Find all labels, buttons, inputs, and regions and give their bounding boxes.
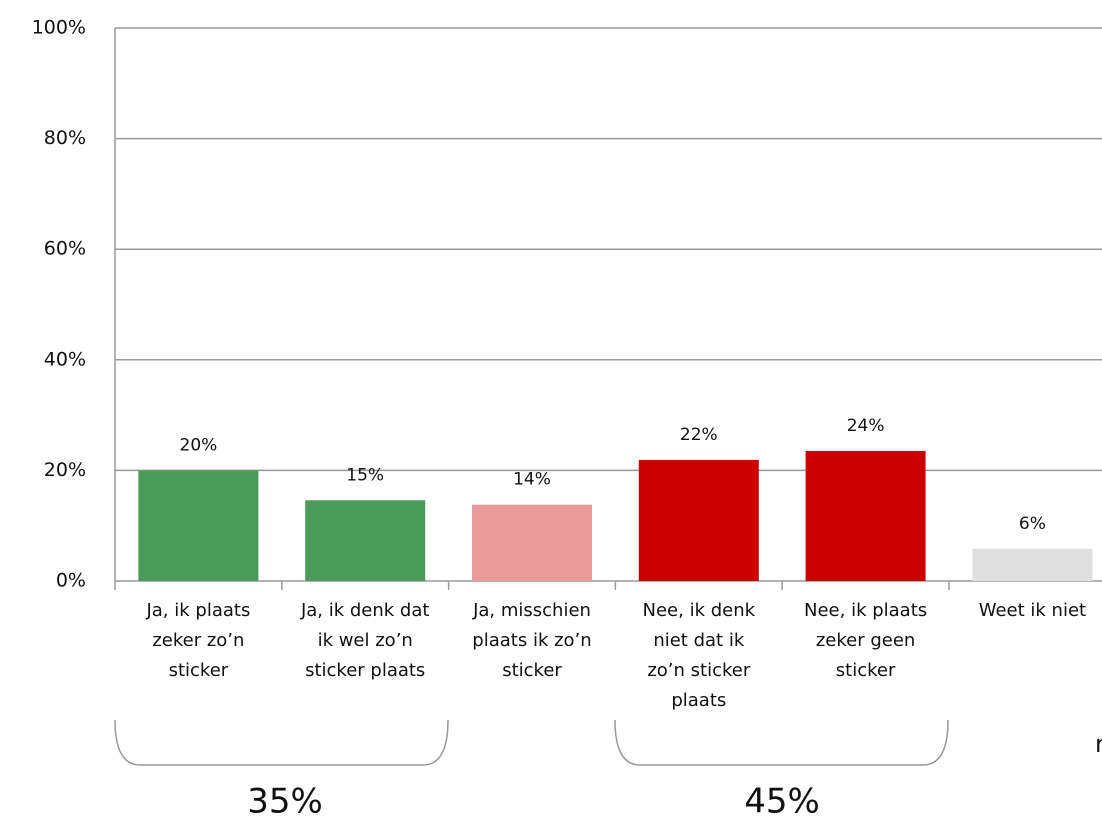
cut-text: r (1095, 730, 1102, 758)
bar (805, 451, 926, 581)
x-tick-label: sticker (169, 660, 229, 681)
data-label: 24% (847, 416, 885, 436)
y-tick-label: 80% (44, 127, 86, 149)
bracket (614, 719, 949, 766)
y-tick-label: 100% (32, 17, 86, 39)
y-tick-label: 0% (56, 570, 86, 592)
x-tick-label: ik wel zo’n (318, 630, 413, 651)
x-tick-label: plaats (671, 690, 726, 711)
x-tick-label: Ja, ik denk dat (300, 600, 430, 621)
bracket (114, 719, 449, 766)
x-tick-label: Nee, ik plaats (804, 600, 927, 621)
group-total: 45% (744, 782, 820, 822)
bar (138, 470, 259, 581)
x-tick-label: Ja, ik plaats (145, 600, 250, 621)
x-tick-label: zo’n sticker (647, 660, 751, 681)
bar (472, 504, 592, 581)
data-label: 6% (1019, 514, 1046, 534)
data-label: 15% (346, 465, 384, 485)
x-tick-label: niet dat ik (653, 630, 744, 651)
y-tick-label: 60% (44, 238, 86, 260)
x-tick-label: plaats ik zo’n (472, 630, 591, 651)
x-tick-label: sticker (836, 660, 896, 681)
bar (305, 500, 426, 581)
group-total: 35% (247, 782, 323, 822)
x-tick-label: sticker plaats (305, 660, 425, 681)
y-tick-label: 20% (44, 459, 86, 481)
x-tick-label: sticker (502, 660, 562, 681)
x-tick-label: zeker zo’n (152, 630, 244, 651)
x-tick-label: zeker geen (816, 630, 915, 651)
x-tick-label: Ja, misschien (472, 600, 591, 621)
y-tick-label: 40% (44, 348, 86, 370)
x-tick-label: Weet ik niet (979, 600, 1086, 621)
data-label: 14% (513, 470, 551, 490)
bar (972, 548, 1093, 581)
bar (638, 459, 759, 581)
x-tick-label: Nee, ik denk (643, 600, 756, 621)
data-label: 22% (680, 425, 718, 445)
data-label: 20% (180, 435, 218, 455)
